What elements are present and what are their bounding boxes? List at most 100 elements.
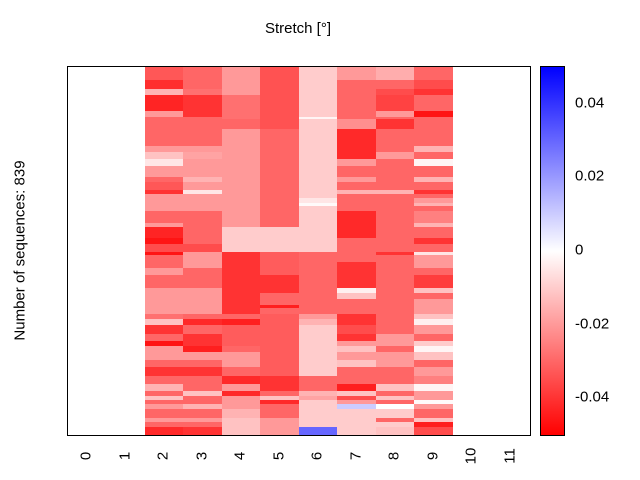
heatmap-cell xyxy=(183,67,222,80)
heatmap-cell xyxy=(337,238,376,244)
heatmap-cell xyxy=(375,193,415,199)
heatmap-cell xyxy=(221,79,261,90)
x-tick-label: 6 xyxy=(308,451,326,461)
colorbar-tick-label: -0.02 xyxy=(575,315,610,333)
x-tick-label: 4 xyxy=(231,451,249,461)
heatmap-cell xyxy=(183,418,222,423)
heatmap-cell xyxy=(298,287,338,294)
heatmap-band xyxy=(144,190,453,194)
heatmap-cell xyxy=(144,352,184,360)
heatmap-cell xyxy=(144,206,184,211)
heatmap-cell xyxy=(375,305,415,309)
heatmap-cell xyxy=(414,159,453,167)
heatmap-band xyxy=(144,308,453,314)
heatmap-cell xyxy=(144,210,184,224)
heatmap-cell xyxy=(183,352,222,360)
heatmap-cell xyxy=(183,190,222,194)
heatmap-cell xyxy=(337,177,376,182)
heatmap-cell xyxy=(414,345,453,353)
heatmap-cell xyxy=(375,395,415,401)
heatmap-cell xyxy=(183,193,222,199)
heatmap-cell xyxy=(298,181,338,191)
heatmap-cell xyxy=(337,190,376,194)
heatmap-cell xyxy=(260,384,299,391)
heatmap-cell xyxy=(375,418,415,423)
heatmap-cell xyxy=(375,252,415,255)
heatmap-cell xyxy=(337,146,376,152)
x-tick-label: 3 xyxy=(193,451,211,461)
heatmap-cell xyxy=(414,262,453,268)
heatmap-cell xyxy=(144,159,184,167)
heatmap-band xyxy=(144,324,453,334)
heatmap-cell xyxy=(183,395,222,401)
heatmap-cell xyxy=(414,146,453,152)
heatmap-cell xyxy=(183,422,222,427)
heatmap-cell xyxy=(144,324,184,334)
heatmap-band xyxy=(144,400,453,405)
heatmap-cell xyxy=(183,206,222,211)
heatmap-cell xyxy=(414,333,453,342)
heatmap-cell xyxy=(221,426,261,435)
heatmap-cell xyxy=(375,267,415,275)
heatmap-cell xyxy=(144,190,184,194)
heatmap-cell xyxy=(298,390,338,396)
heatmap-cell xyxy=(144,404,184,410)
x-tick-label: 7 xyxy=(347,451,365,461)
heatmap-cell xyxy=(414,313,453,320)
heatmap-cell xyxy=(144,151,184,159)
heatmap-cell xyxy=(337,324,376,334)
heatmap-cell xyxy=(221,298,261,306)
heatmap-cell xyxy=(183,267,222,275)
heatmap-cell xyxy=(414,404,453,410)
heatmap-cell xyxy=(221,193,261,199)
heatmap-cell xyxy=(414,151,453,159)
heatmap-cell xyxy=(375,400,415,405)
heatmap-cell xyxy=(337,254,376,263)
colorbar-tick-label: 0 xyxy=(575,241,584,259)
heatmap-cell xyxy=(221,128,261,147)
heatmap-cell xyxy=(260,190,299,194)
heatmap-cell xyxy=(260,238,299,244)
heatmap-band xyxy=(144,287,453,294)
heatmap-cell xyxy=(414,418,453,423)
heatmap-cell xyxy=(337,305,376,309)
heatmap-cell xyxy=(298,94,338,112)
heatmap-cell xyxy=(375,352,415,360)
heatmap-cell xyxy=(221,395,261,401)
heatmap-cell xyxy=(144,287,184,294)
heatmap-cell xyxy=(337,67,376,80)
heatmap-cell xyxy=(260,94,299,112)
heatmap-cell xyxy=(337,426,376,435)
heatmap-cell xyxy=(375,345,415,353)
heatmap-cell xyxy=(144,293,184,299)
heatmap-cell xyxy=(221,252,261,255)
heatmap-cell xyxy=(144,345,184,353)
heatmap-cell xyxy=(260,404,299,410)
heatmap-cell xyxy=(375,313,415,320)
heatmap-cell xyxy=(144,67,184,80)
heatmap-cell xyxy=(298,159,338,167)
heatmap-cell xyxy=(298,422,338,427)
heatmap-cell xyxy=(375,210,415,224)
heatmap-cell xyxy=(337,298,376,306)
heatmap-cell xyxy=(414,395,453,401)
x-tick-label: 5 xyxy=(270,451,288,461)
heatmap-cell xyxy=(375,151,415,159)
heatmap-cell xyxy=(221,190,261,194)
y-axis-label: Number of sequences: 839 xyxy=(11,160,29,341)
heatmap-cell xyxy=(298,116,338,119)
heatmap-cell xyxy=(221,177,261,182)
heatmap-cell xyxy=(260,267,299,275)
heatmap-cell xyxy=(260,177,299,182)
heatmap-cell xyxy=(414,274,453,288)
heatmap-band xyxy=(144,67,453,80)
heatmap-cell xyxy=(183,375,222,385)
heatmap-cell xyxy=(337,345,376,353)
heatmap-cell xyxy=(375,333,415,342)
heatmap-cell xyxy=(298,262,338,268)
heatmap-cell xyxy=(298,227,338,239)
heatmap-band xyxy=(144,151,453,159)
heatmap-cell xyxy=(414,409,453,419)
heatmap-cell xyxy=(260,223,299,228)
heatmap-cell xyxy=(144,298,184,306)
